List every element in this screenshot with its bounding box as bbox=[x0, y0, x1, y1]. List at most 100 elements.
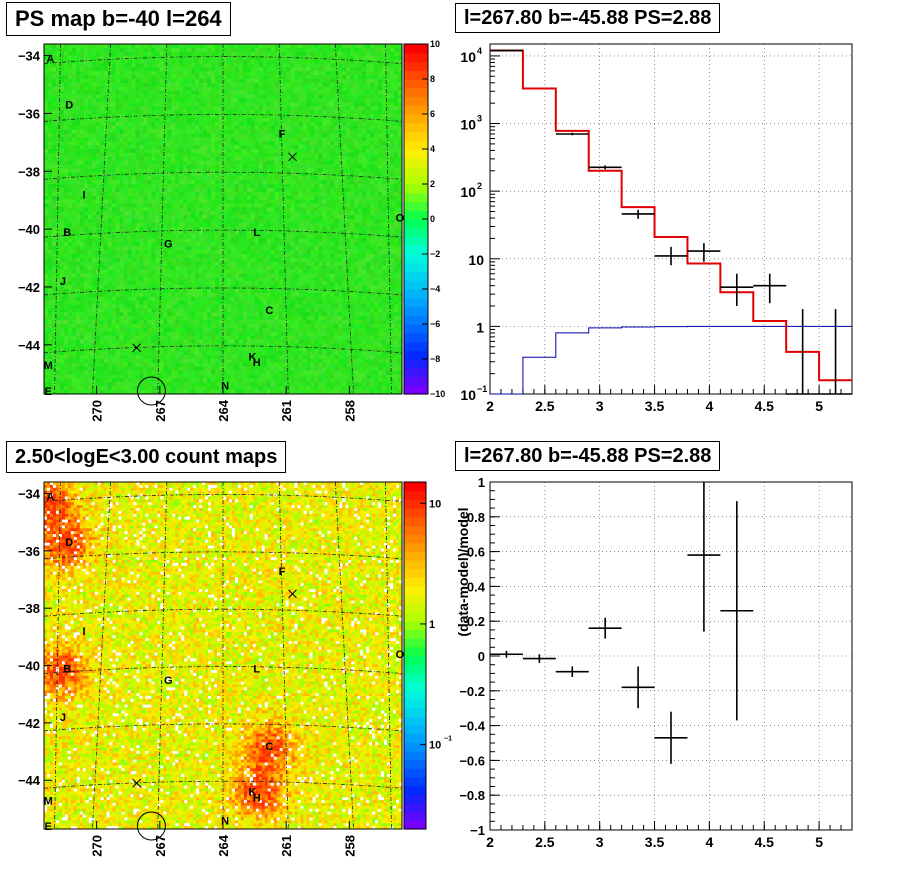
map-cell bbox=[159, 110, 164, 115]
map-cell bbox=[75, 117, 81, 123]
map-cell bbox=[171, 51, 176, 56]
map-cell bbox=[191, 59, 196, 64]
map-cell bbox=[83, 145, 89, 150]
map-cell bbox=[111, 129, 116, 134]
map-cell bbox=[127, 82, 132, 88]
map-cell bbox=[211, 82, 216, 88]
map-cell bbox=[51, 145, 57, 150]
map-cell bbox=[211, 133, 216, 138]
map-cell bbox=[83, 261, 89, 266]
map-cell bbox=[107, 110, 112, 115]
map-cell bbox=[123, 160, 128, 165]
map-cell bbox=[254, 285, 260, 290]
map-cell bbox=[246, 121, 252, 126]
map-cell bbox=[254, 246, 260, 251]
map-cell bbox=[238, 160, 244, 165]
map-cell bbox=[223, 149, 228, 154]
map-cell bbox=[234, 94, 240, 99]
map-cell bbox=[175, 238, 180, 243]
map-cell bbox=[55, 55, 61, 60]
map-cell bbox=[44, 242, 49, 247]
map-cell bbox=[207, 160, 212, 165]
map-cell bbox=[55, 382, 61, 387]
map-cell bbox=[91, 347, 97, 352]
map-cell bbox=[171, 152, 176, 158]
map-cell bbox=[179, 238, 184, 243]
map-cell bbox=[223, 234, 228, 239]
map-cell bbox=[171, 86, 176, 91]
map-cell bbox=[234, 55, 240, 60]
map-cell bbox=[159, 254, 164, 259]
map-cell bbox=[207, 308, 212, 313]
map-cell bbox=[71, 308, 77, 313]
map-cell bbox=[99, 117, 104, 123]
map-cell bbox=[127, 374, 132, 379]
map-cell bbox=[79, 246, 85, 251]
map-cell bbox=[234, 199, 240, 204]
map-cell bbox=[159, 265, 164, 270]
map-cell bbox=[195, 172, 200, 177]
map-cell bbox=[234, 230, 240, 235]
map-cell bbox=[219, 250, 224, 255]
map-cell bbox=[139, 331, 144, 336]
map-cell bbox=[199, 117, 204, 123]
map-cell bbox=[183, 125, 188, 130]
map-cell bbox=[103, 121, 108, 126]
map-cell bbox=[71, 382, 77, 387]
map-cell bbox=[219, 316, 224, 321]
map-cell bbox=[191, 300, 196, 305]
map-cell bbox=[163, 351, 168, 356]
map-cell bbox=[151, 117, 156, 123]
map-cell bbox=[242, 386, 248, 391]
map-cell bbox=[67, 374, 73, 379]
map-cell bbox=[123, 152, 128, 158]
map-cell bbox=[135, 296, 140, 301]
map-cell bbox=[51, 242, 57, 247]
map-cell bbox=[103, 47, 108, 53]
map-cell bbox=[187, 47, 192, 53]
map-cell bbox=[44, 289, 49, 294]
map-cell bbox=[99, 390, 104, 395]
map-cell bbox=[143, 351, 148, 356]
map-cell bbox=[155, 211, 160, 216]
map-cell bbox=[103, 191, 108, 196]
map-cell bbox=[135, 281, 140, 286]
map-cell bbox=[254, 339, 260, 344]
map-cell bbox=[223, 250, 228, 255]
map-cell bbox=[115, 343, 120, 348]
map-cell bbox=[127, 362, 132, 368]
map-cell bbox=[199, 145, 204, 150]
map-cell bbox=[167, 320, 172, 325]
map-cell bbox=[83, 390, 89, 395]
map-cell bbox=[87, 215, 93, 220]
map-cell bbox=[127, 308, 132, 313]
map-cell bbox=[151, 164, 156, 169]
map-cell bbox=[199, 180, 204, 185]
map-cell bbox=[111, 219, 116, 224]
map-cell bbox=[63, 362, 69, 368]
map-cell bbox=[191, 106, 196, 111]
map-cell bbox=[254, 75, 260, 80]
map-cell bbox=[71, 359, 77, 364]
map-cell bbox=[151, 320, 156, 325]
map-cell bbox=[79, 75, 85, 80]
map-cell bbox=[242, 71, 248, 76]
map-cell bbox=[238, 285, 244, 290]
map-cell bbox=[87, 187, 93, 193]
map-cell bbox=[171, 289, 176, 294]
map-cell bbox=[59, 215, 65, 220]
map-cell bbox=[183, 382, 188, 387]
map-cell bbox=[211, 90, 216, 95]
map-cell bbox=[163, 176, 168, 181]
map-cell bbox=[199, 121, 204, 126]
map-cell bbox=[107, 176, 112, 181]
map-cell bbox=[151, 75, 156, 80]
map-cell bbox=[199, 246, 204, 251]
map-cell bbox=[207, 63, 212, 68]
map-cell bbox=[215, 125, 220, 130]
map-cell bbox=[234, 254, 240, 259]
map-cell bbox=[123, 269, 128, 274]
map-cell bbox=[59, 362, 65, 368]
map-cell bbox=[179, 265, 184, 270]
map-cell bbox=[203, 219, 208, 224]
